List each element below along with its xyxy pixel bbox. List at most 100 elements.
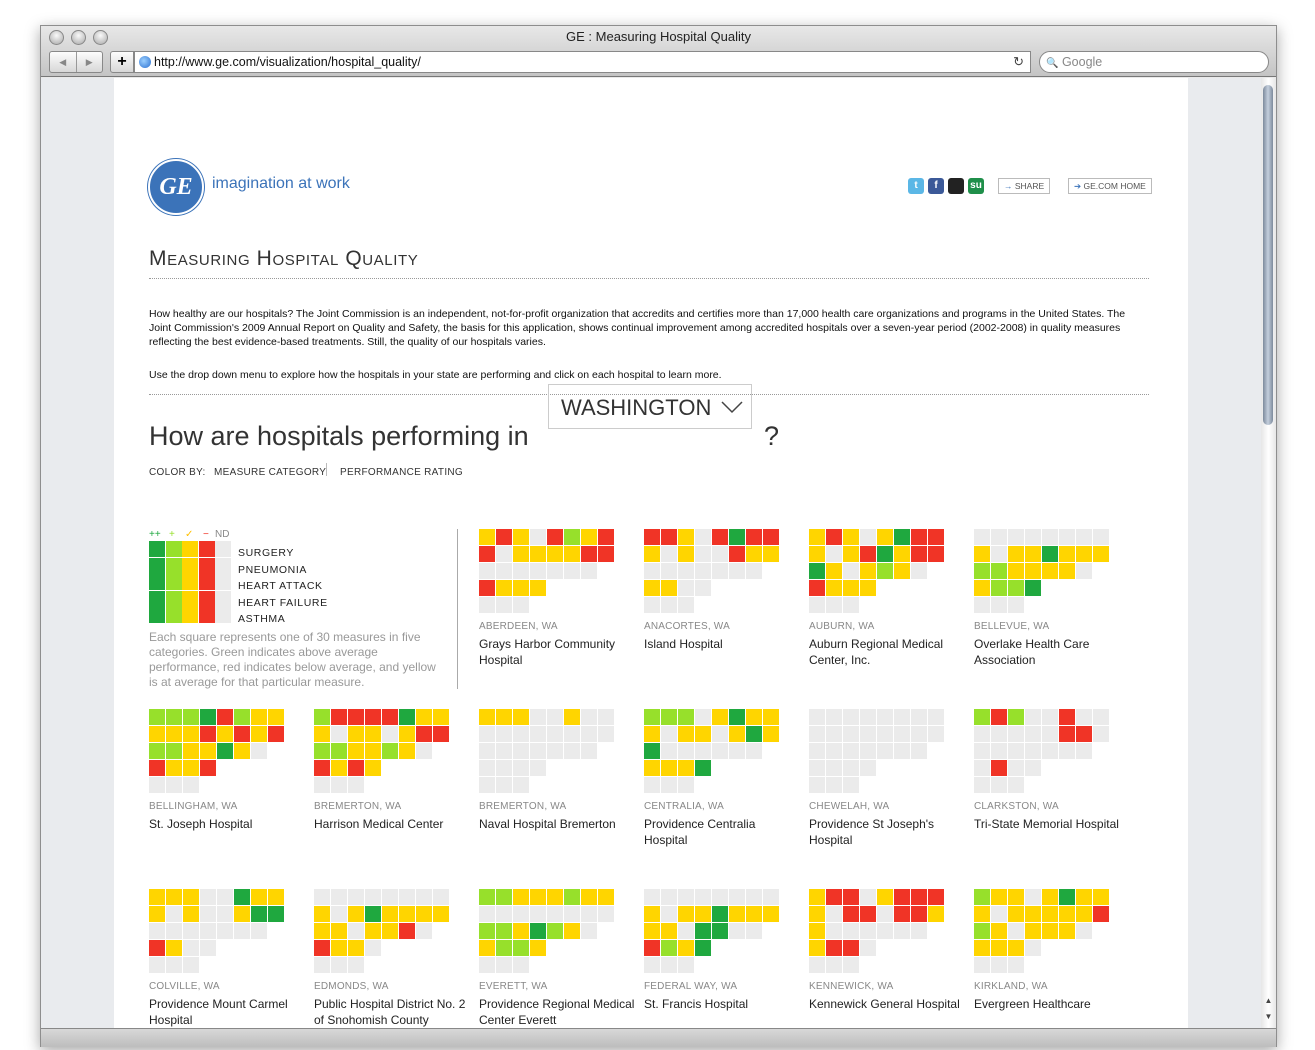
measure-square — [763, 709, 779, 725]
measure-square — [399, 743, 415, 759]
hospital-name[interactable]: St. Francis Hospital — [644, 997, 749, 1011]
hospital-name[interactable]: Public Hospital District No. 2 of Snohom… — [314, 997, 466, 1027]
measure-square — [860, 546, 876, 562]
legend-swatch — [198, 607, 215, 623]
measure-square — [513, 597, 529, 613]
measure-square — [513, 760, 529, 776]
add-bookmark-button[interactable]: + — [110, 51, 134, 73]
hospital-name[interactable]: Grays Harbor Community Hospital — [479, 637, 616, 667]
window-title: GE : Measuring Hospital Quality — [566, 29, 751, 44]
stumbleupon-icon[interactable]: su — [968, 178, 984, 194]
measure-square — [183, 726, 199, 742]
measure-square — [746, 906, 762, 922]
measure-square — [911, 889, 927, 905]
close-button[interactable] — [49, 30, 64, 45]
legend-swatch — [149, 541, 165, 557]
hospital-name[interactable]: Providence Centralia Hospital — [644, 817, 756, 847]
hospital-location: EVERETT, WA — [479, 981, 548, 992]
measure-square — [513, 726, 529, 742]
hospital-name[interactable]: Kennewick General Hospital — [809, 997, 960, 1011]
measure-square — [644, 563, 660, 579]
measure-square — [843, 777, 859, 793]
measure-square — [200, 709, 216, 725]
measure-square — [1025, 563, 1041, 579]
measure-square — [314, 940, 330, 956]
measure-square — [860, 529, 876, 545]
reload-icon[interactable]: ↻ — [1013, 54, 1024, 69]
ge-home-button[interactable]: ➔ GE.COM HOME — [1068, 178, 1152, 194]
measure-square — [166, 726, 182, 742]
measure-square — [1025, 726, 1041, 742]
legend-swatch — [149, 557, 165, 574]
measure-square — [496, 580, 512, 596]
measure-square — [1042, 546, 1058, 562]
ge-logo[interactable]: GE — [148, 159, 204, 215]
state-dropdown[interactable]: WASHINGTON — [548, 384, 752, 429]
twitter-icon[interactable]: t — [908, 178, 924, 194]
measure-square — [877, 889, 893, 905]
measure-square — [712, 889, 728, 905]
measure-square — [530, 889, 546, 905]
measure-square — [200, 760, 216, 776]
measure-square — [1008, 580, 1024, 596]
measure-square — [433, 709, 449, 725]
measure-square — [365, 726, 381, 742]
measure-square — [826, 743, 842, 759]
measure-square — [661, 726, 677, 742]
measure-square — [678, 957, 694, 973]
hospital-name[interactable]: Overlake Health Care Association — [974, 637, 1090, 667]
measure-square — [331, 906, 347, 922]
measure-square — [166, 889, 182, 905]
measure-square — [1042, 923, 1058, 939]
hospital-location: CLARKSTON, WA — [974, 801, 1059, 812]
hospital-name[interactable]: Providence Mount Carmel Hospital — [149, 997, 288, 1027]
vertical-scrollbar[interactable]: ▲ ▼ — [1261, 78, 1276, 1028]
measure-square — [547, 743, 563, 759]
measure-square — [843, 743, 859, 759]
scroll-up-arrow[interactable]: ▲ — [1264, 996, 1273, 1005]
measure-square — [860, 563, 876, 579]
measure-square — [746, 889, 762, 905]
measure-square — [416, 906, 432, 922]
hospital-name[interactable]: Harrison Medical Center — [314, 817, 444, 831]
hospital-name[interactable]: Island Hospital — [644, 637, 723, 651]
legend-swatch — [182, 607, 199, 623]
measure-square — [268, 726, 284, 742]
measure-square — [496, 597, 512, 613]
hospital-name[interactable]: St. Joseph Hospital — [149, 817, 253, 831]
hospital-name[interactable]: Evergreen Healthcare — [974, 997, 1091, 1011]
measure-square — [314, 777, 330, 793]
color-by-performance-rating[interactable]: PERFORMANCE RATING — [340, 467, 463, 478]
scrollbar-thumb[interactable] — [1263, 85, 1273, 425]
delicious-icon[interactable] — [948, 178, 964, 194]
measure-square — [695, 563, 711, 579]
legend-swatch — [215, 607, 232, 623]
measure-square — [826, 529, 842, 545]
hospital-name[interactable]: Providence Regional Medical Center Evere… — [479, 997, 635, 1027]
measure-square — [991, 726, 1007, 742]
share-button[interactable]: → SHARE — [998, 178, 1051, 194]
hospital-name[interactable]: Tri-State Memorial Hospital — [974, 817, 1119, 831]
measure-square — [149, 743, 165, 759]
measure-square — [877, 529, 893, 545]
measure-square — [496, 709, 512, 725]
hospital-name[interactable]: Providence St Joseph's Hospital — [809, 817, 935, 847]
search-input[interactable]: 🔍 Google — [1039, 51, 1269, 73]
measure-square — [974, 906, 990, 922]
measure-square — [479, 597, 495, 613]
scroll-down-arrow[interactable]: ▼ — [1264, 1012, 1273, 1021]
zoom-button[interactable] — [93, 30, 108, 45]
hospital-name[interactable]: Naval Hospital Bremerton — [479, 817, 616, 831]
measure-square — [661, 580, 677, 596]
legend-description: Each square represents one of 30 measure… — [149, 630, 436, 689]
address-bar[interactable]: http://www.ge.com/visualization/hospital… — [134, 51, 1031, 73]
color-by-measure-category[interactable]: MEASURE CATEGORY — [214, 467, 327, 478]
minimize-button[interactable] — [71, 30, 86, 45]
measure-square — [166, 760, 182, 776]
chevron-down-icon — [721, 401, 743, 414]
back-button[interactable]: ◀ — [50, 52, 77, 72]
forward-button[interactable]: ▶ — [85, 57, 93, 67]
measure-square — [695, 889, 711, 905]
facebook-icon[interactable]: f — [928, 178, 944, 194]
hospital-name[interactable]: Auburn Regional Medical Center, Inc. — [809, 637, 944, 667]
